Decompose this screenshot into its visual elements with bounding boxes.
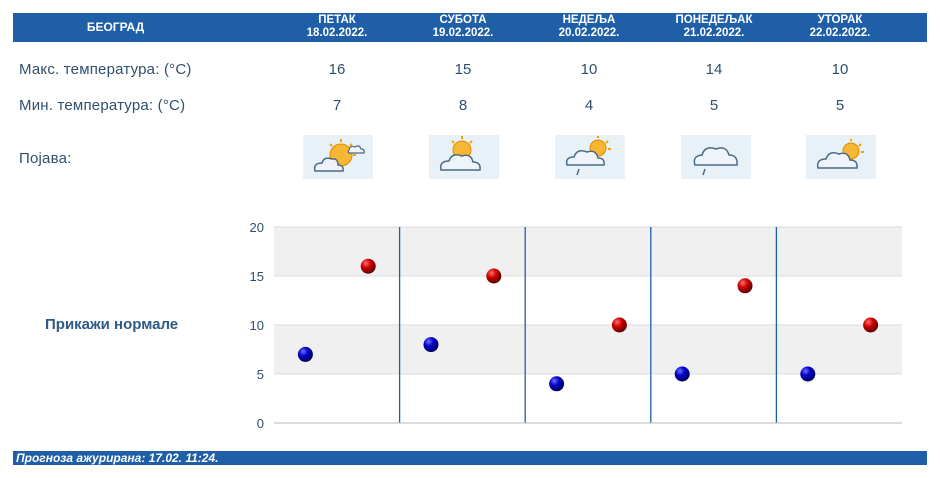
- min-temp-day-4: 5: [709, 97, 719, 114]
- min-temp-marker: [549, 376, 565, 392]
- chart-band: [274, 227, 902, 276]
- day-date: 22.02.2022.: [809, 27, 871, 39]
- weather-icon-day-4: [681, 135, 751, 179]
- phenomenon-label: Појава:: [19, 150, 72, 167]
- max-temp-marker: [611, 317, 627, 333]
- y-tick-label: 10: [250, 318, 264, 333]
- update-timestamp: Прогноза ажурирана: 17.02. 11:24.: [16, 451, 219, 465]
- weather-icon-day-3: [555, 135, 625, 179]
- day-header-4: ПОНЕДЕЉАК 21.02.2022.: [654, 14, 774, 40]
- day-date: 19.02.2022.: [432, 27, 494, 39]
- day-name: УТОРАК: [817, 14, 863, 26]
- max-temp-day-1: 16: [328, 61, 346, 78]
- min-temp-marker: [297, 346, 313, 362]
- day-date: 20.02.2022.: [558, 27, 620, 39]
- day-date: 18.02.2022.: [306, 27, 368, 39]
- min-temp-marker: [423, 337, 439, 353]
- max-temp-day-3: 10: [580, 61, 598, 78]
- temperature-chart: 0 5 10 15 20: [250, 220, 902, 431]
- forecast-header: БЕОГРАД ПЕТАК 18.02.2022. СУБОТА 19.02.2…: [13, 13, 927, 42]
- show-normals-link[interactable]: Прикажи нормале: [45, 316, 179, 333]
- weather-icon-day-2: [429, 135, 499, 179]
- max-temp-marker: [737, 278, 753, 294]
- max-temp-marker: [486, 268, 502, 284]
- city-name: БЕОГРАД: [86, 20, 145, 34]
- y-tick-label: 15: [250, 269, 264, 284]
- max-temp-marker: [863, 317, 879, 333]
- sun-cloud-icon: [439, 136, 481, 171]
- max-temp-day-2: 15: [454, 61, 472, 78]
- cloud-drizzle-icon: [693, 147, 738, 176]
- y-tick-label: 20: [250, 220, 264, 235]
- min-temp-label: Мин. температура: (°C): [19, 97, 186, 114]
- chart-band: [274, 374, 902, 423]
- max-temp-marker: [360, 258, 376, 274]
- max-temp-day-5: 10: [831, 61, 849, 78]
- weather-icon-day-5: [806, 135, 876, 179]
- weather-icon-day-1: [303, 135, 373, 179]
- min-temp-day-1: 7: [332, 97, 342, 114]
- y-tick-label: 5: [257, 367, 264, 382]
- footer-bar: Прогноза ажурирана: 17.02. 11:24.: [13, 451, 927, 465]
- day-header-1: ПЕТАК 18.02.2022.: [277, 14, 397, 40]
- day-header-5: УТОРАК 22.02.2022.: [780, 14, 900, 40]
- max-temp-label: Макс. температура: (°C): [19, 61, 192, 78]
- day-name: СУБОТА: [439, 14, 487, 26]
- day-name: ПОНЕДЕЉАК: [675, 14, 753, 26]
- min-temp-marker: [674, 366, 690, 382]
- day-header-2: СУБОТА 19.02.2022.: [403, 14, 523, 40]
- day-name: НЕДЕЉА: [562, 14, 616, 26]
- min-temp-day-3: 4: [584, 97, 594, 114]
- day-header-3: НЕДЕЉА 20.02.2022.: [529, 14, 649, 40]
- y-tick-label: 0: [257, 416, 264, 431]
- day-date: 21.02.2022.: [683, 27, 745, 39]
- sun-cloud-icon: [313, 139, 365, 172]
- min-temp-day-5: 5: [835, 97, 845, 114]
- cloud-sun-icon: [816, 139, 864, 169]
- cloud-sun-drizzle-icon: [565, 136, 611, 176]
- max-temp-day-4: 14: [705, 61, 723, 78]
- min-temp-marker: [800, 366, 816, 382]
- chart-band: [274, 276, 902, 325]
- min-temp-day-2: 8: [458, 97, 468, 114]
- day-name: ПЕТАК: [318, 14, 356, 26]
- chart-band: [274, 325, 902, 374]
